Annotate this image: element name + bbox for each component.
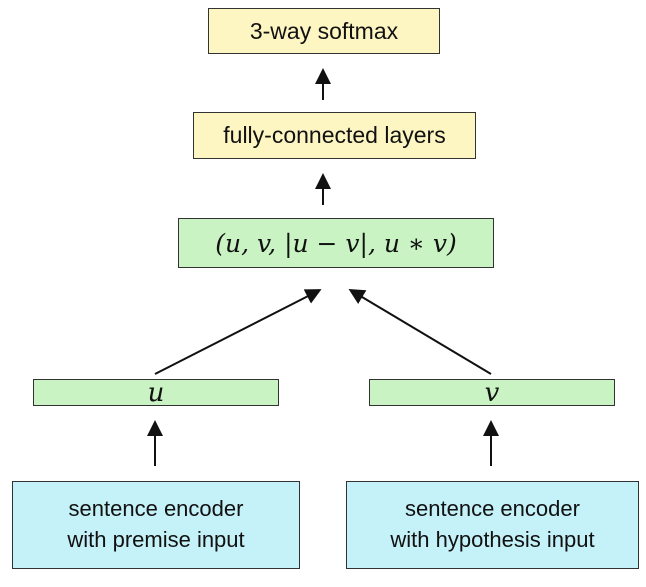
arrow-u-to-concat: [154, 289, 322, 375]
concat-vector-label: (u, v, |u − v|, u ∗ v): [215, 228, 457, 258]
fully-connected-node: fully-connected layers: [193, 112, 476, 159]
hypothesis-encoder-line-2: with hypothesis input: [390, 527, 595, 552]
softmax-node: 3-way softmax: [208, 8, 440, 54]
hypothesis-encoder-line-1: sentence encoder: [405, 496, 580, 522]
fully-connected-label: fully-connected layers: [223, 122, 446, 148]
u-vector-node: u: [33, 377, 279, 408]
u-vector-label: u: [147, 377, 165, 408]
v-vector-node: v: [369, 377, 615, 408]
arrow-v-to-concat: [348, 288, 492, 375]
hypothesis-encoder-node: sentence encoder with hypothesis input: [346, 481, 639, 569]
concat-vector-node: (u, v, |u − v|, u ∗ v): [178, 218, 494, 268]
softmax-label: 3-way softmax: [249, 17, 399, 44]
premise-encoder-line-2: with premise input: [67, 527, 245, 552]
premise-encoder-line-1: sentence encoder: [68, 496, 244, 522]
v-vector-label: v: [484, 377, 500, 408]
premise-encoder-node: sentence encoder with premise input: [12, 481, 300, 569]
